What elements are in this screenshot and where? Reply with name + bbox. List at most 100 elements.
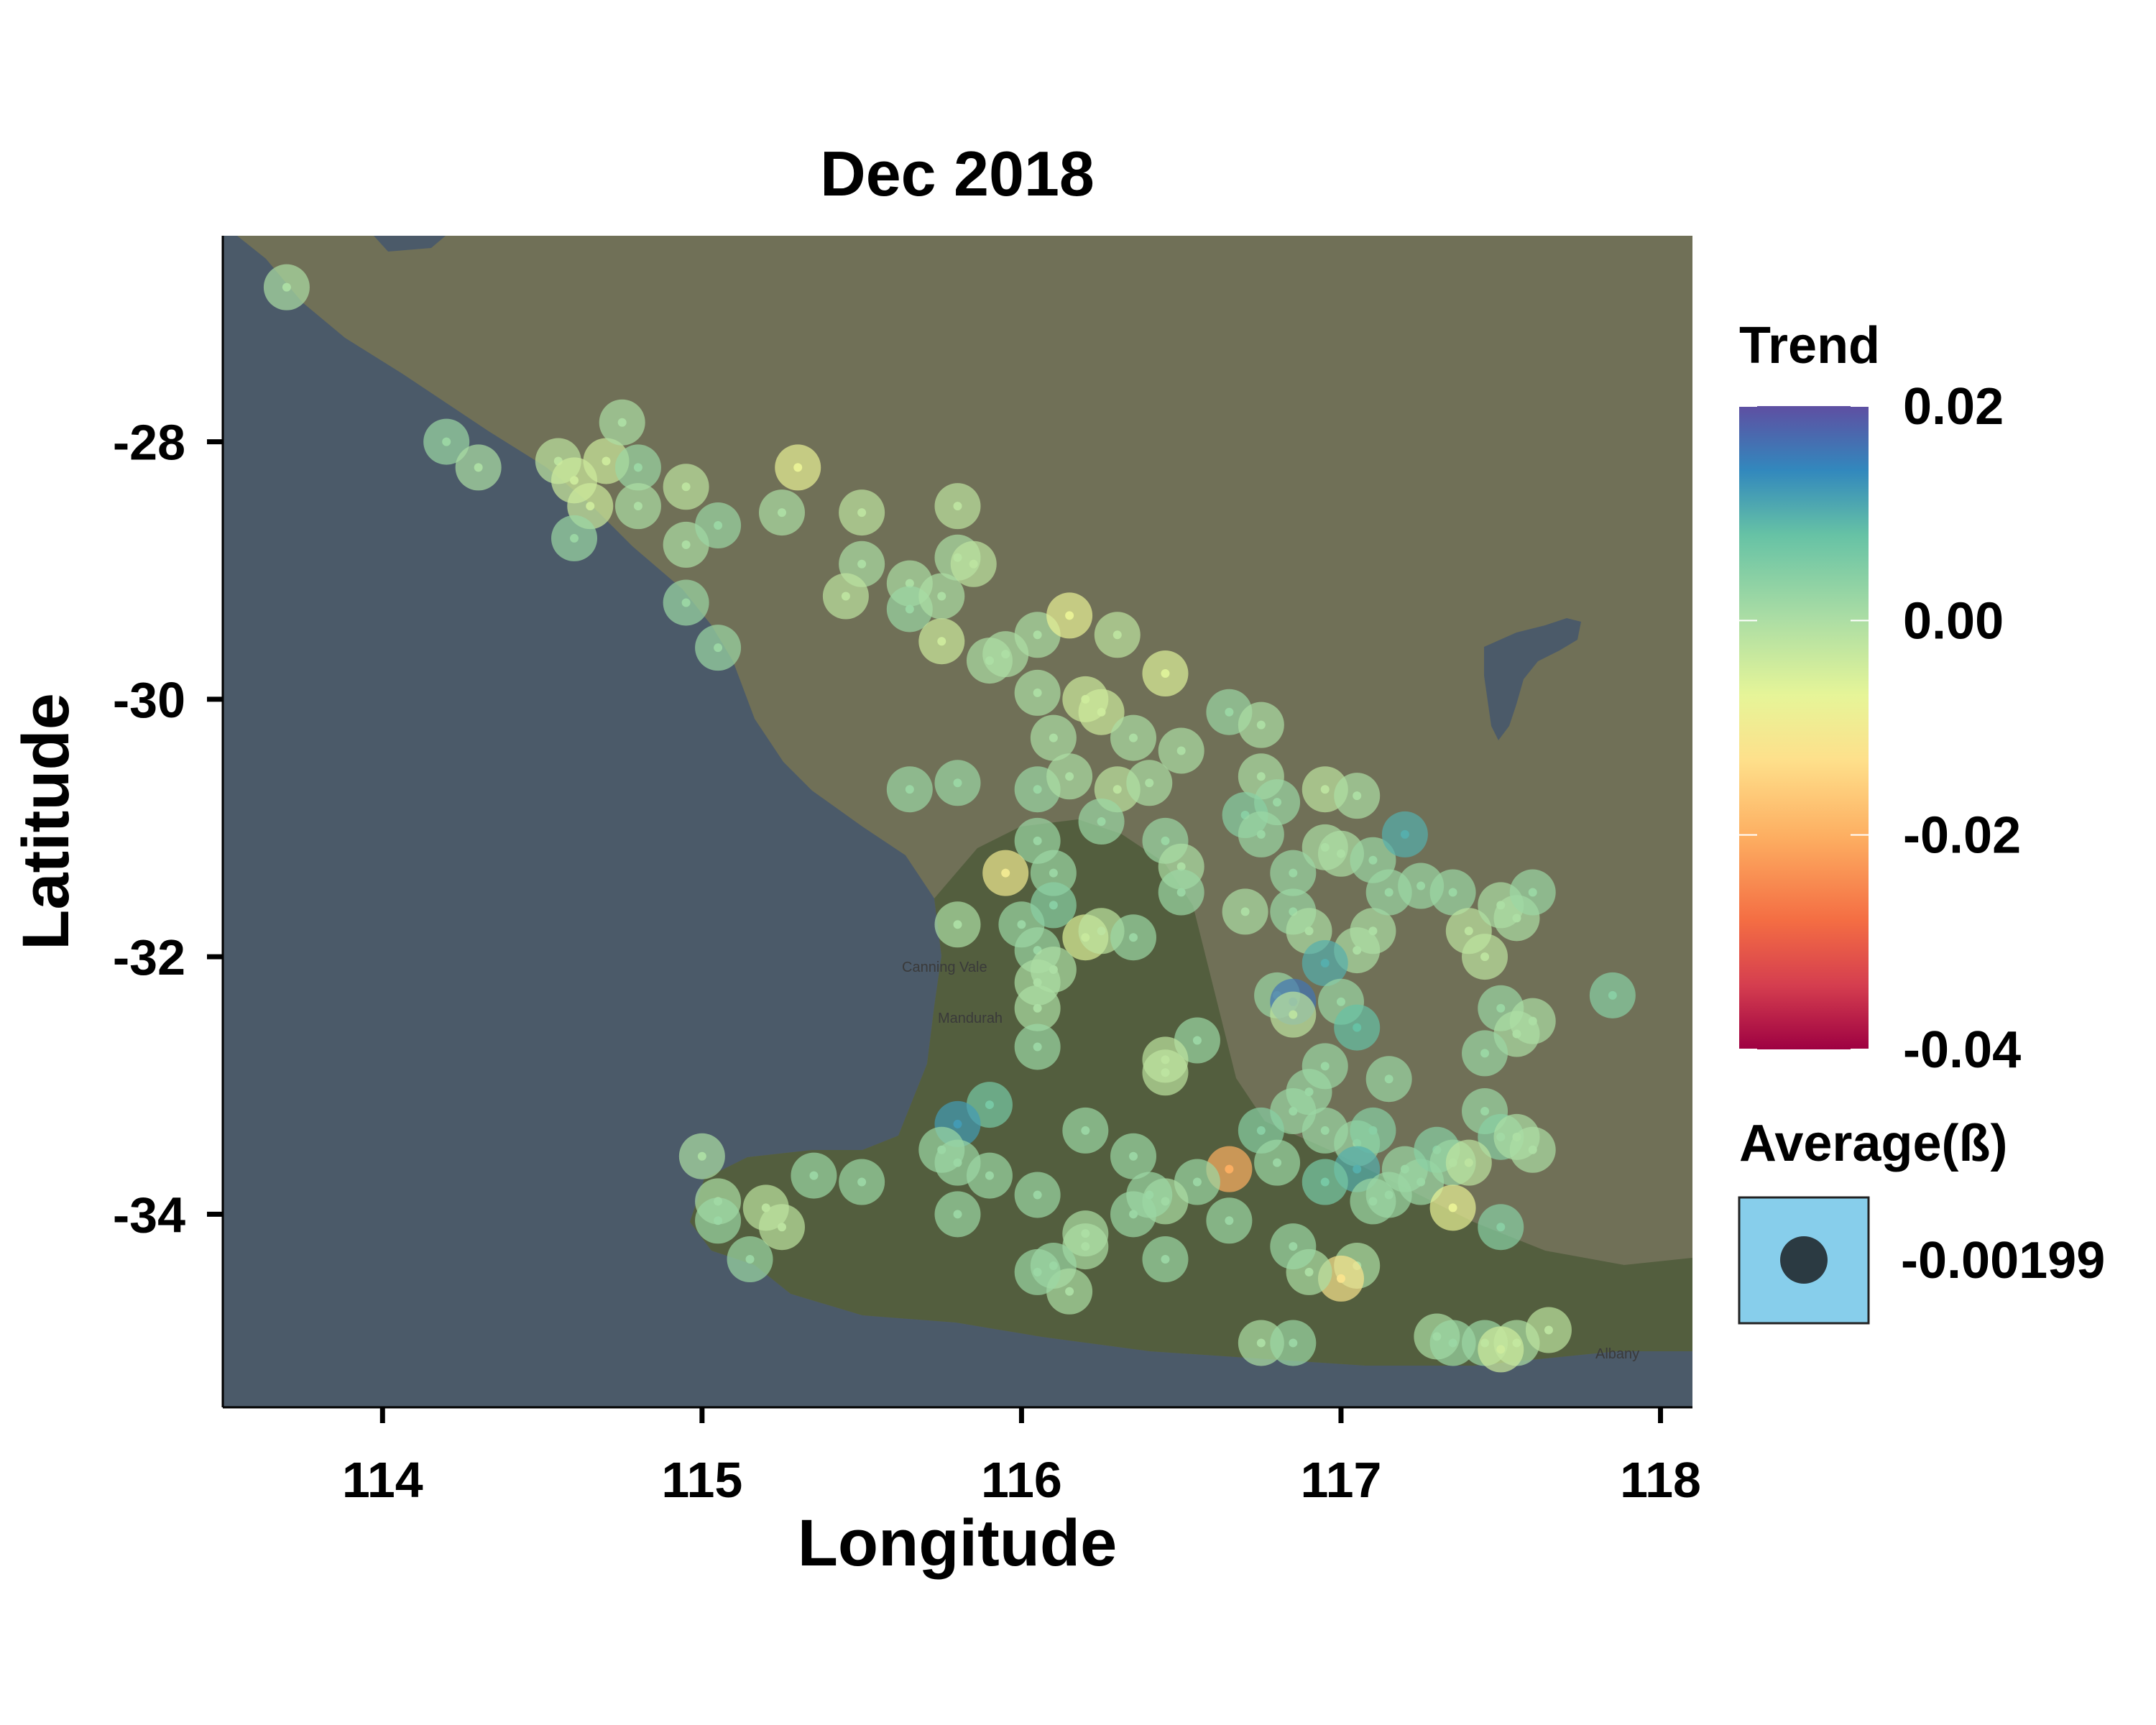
data-point-center-79: [1304, 926, 1314, 936]
data-point-center-123: [1608, 990, 1617, 1000]
x-axis-label: Longitude: [798, 1506, 1118, 1580]
data-point-center-105: [1320, 1126, 1330, 1135]
data-point-center-77: [1240, 907, 1250, 916]
data-point-center-12: [681, 540, 691, 549]
data-point-center-23: [937, 592, 946, 601]
data-point-center-152: [953, 1210, 962, 1219]
data-point-center-7: [617, 418, 627, 427]
map-label-canning-vale: Canning Vale: [902, 960, 987, 975]
data-point-center-64: [1033, 1042, 1042, 1052]
data-point-center-31: [1065, 611, 1074, 620]
data-point-center-114: [1480, 1107, 1490, 1116]
data-point-center-14: [681, 598, 691, 607]
data-point-center-100: [1161, 1068, 1170, 1077]
data-point-center-40: [1225, 707, 1234, 717]
data-points: [263, 264, 1636, 1373]
data-point-center-86: [1480, 952, 1490, 962]
data-point-center-65: [1176, 888, 1186, 897]
data-point-center-103: [1256, 1126, 1266, 1135]
data-point-center-66: [1256, 772, 1266, 781]
data-point-center-21: [905, 579, 914, 588]
data-point-center-96: [1320, 1062, 1330, 1071]
data-point-center-16: [777, 508, 786, 518]
data-point-center-43: [953, 778, 962, 788]
x-tick-label-115: 115: [661, 1452, 742, 1508]
data-point-center-74: [1368, 855, 1378, 865]
data-point-center-102: [1289, 1107, 1298, 1116]
data-point-center-129: [1336, 1274, 1345, 1283]
data-point-center-153: [697, 1151, 706, 1161]
data-point-center-144: [1065, 1287, 1074, 1296]
data-point-center-33: [1033, 688, 1042, 697]
data-point-center-1: [442, 437, 451, 446]
data-point-center-20: [841, 592, 850, 601]
y-tick-label--28: -28: [113, 415, 185, 471]
data-point-center-139: [1225, 1216, 1234, 1225]
data-point-center-138: [1161, 1255, 1170, 1264]
data-point-center-164: [1448, 1338, 1457, 1348]
map-label-mandurah: Mandurah: [938, 1011, 1003, 1026]
data-point-center-69: [1256, 829, 1266, 839]
data-point-center-121: [1512, 1029, 1521, 1039]
data-point-center-81: [1368, 926, 1378, 936]
data-point-center-63: [1033, 1003, 1042, 1013]
data-point-center-137: [1129, 1210, 1138, 1219]
data-point-center-60: [1129, 933, 1138, 942]
data-point-center-124: [1448, 1203, 1457, 1213]
data-point-center-147: [985, 1100, 994, 1110]
colorbar-label-0.02: 0.02: [1903, 378, 2004, 436]
data-point-center-37: [1129, 733, 1138, 742]
data-point-center-54: [953, 920, 962, 929]
data-point-center-142: [1081, 1242, 1090, 1251]
y-ticks: -28 -30 -32 -34: [113, 415, 223, 1243]
colorbar-label--0.02: -0.02: [1903, 807, 2021, 865]
data-point-center-15: [714, 643, 723, 653]
data-point-center-158: [777, 1223, 786, 1232]
map-label-albany: Albany: [1595, 1346, 1639, 1362]
y-tick-label--32: -32: [113, 929, 185, 985]
data-point-center-111: [1416, 1177, 1426, 1187]
data-point-center-82: [1384, 888, 1393, 897]
data-point-center-5: [586, 502, 595, 511]
y-axis-label: Latitude: [9, 693, 83, 950]
data-point-center-6: [602, 456, 611, 466]
data-point-center-159: [809, 1171, 819, 1180]
legend: Trend 0.02 0.00 -0.02 -0.04 Average(ß) -0.0…: [1738, 317, 2105, 1325]
data-point-center-41: [1256, 720, 1266, 730]
data-point-center-73: [1336, 849, 1345, 858]
y-tick-label--30: -30: [113, 672, 185, 728]
data-point-center-34: [1049, 733, 1058, 742]
data-point-center-29: [1001, 650, 1010, 659]
colorbar-label--0.04: -0.04: [1903, 1021, 2021, 1079]
data-point-center-8: [633, 463, 642, 472]
data-point-center-27: [937, 637, 946, 646]
data-point-center-51: [1033, 836, 1042, 845]
size-key-label: -0.00199: [1901, 1232, 2105, 1289]
data-point-center-57: [1049, 901, 1058, 910]
data-point-center-13: [714, 521, 723, 530]
data-point-center-46: [1112, 785, 1122, 794]
data-point-center-42: [905, 785, 914, 794]
data-point-center-135: [1129, 1151, 1138, 1161]
data-point-center-162: [1289, 1338, 1298, 1348]
colorbar-label-0.00: 0.00: [1903, 592, 2004, 650]
data-point-center-132: [1225, 1164, 1234, 1174]
x-tick-label-117: 117: [1301, 1452, 1382, 1508]
data-point-center-108: [1353, 1164, 1362, 1174]
data-point-center-84: [1448, 888, 1457, 897]
data-point-center-62: [1049, 965, 1058, 974]
data-point-center-89: [1528, 888, 1537, 897]
data-point-center-150: [953, 1158, 962, 1167]
data-point-center-151: [985, 1171, 994, 1180]
data-point-center-36: [1097, 707, 1106, 717]
data-point-center-32: [1112, 630, 1122, 640]
data-point-center-0: [282, 282, 291, 292]
data-point-center-59: [1097, 926, 1106, 936]
data-point-center-50: [1176, 862, 1186, 871]
data-point-center-140: [1081, 1126, 1090, 1135]
legend-size-title: Average(ß): [1739, 1115, 2007, 1172]
data-point-center-104: [1273, 1158, 1282, 1167]
data-point-center-47: [1145, 778, 1154, 788]
lake: [1484, 618, 1581, 740]
